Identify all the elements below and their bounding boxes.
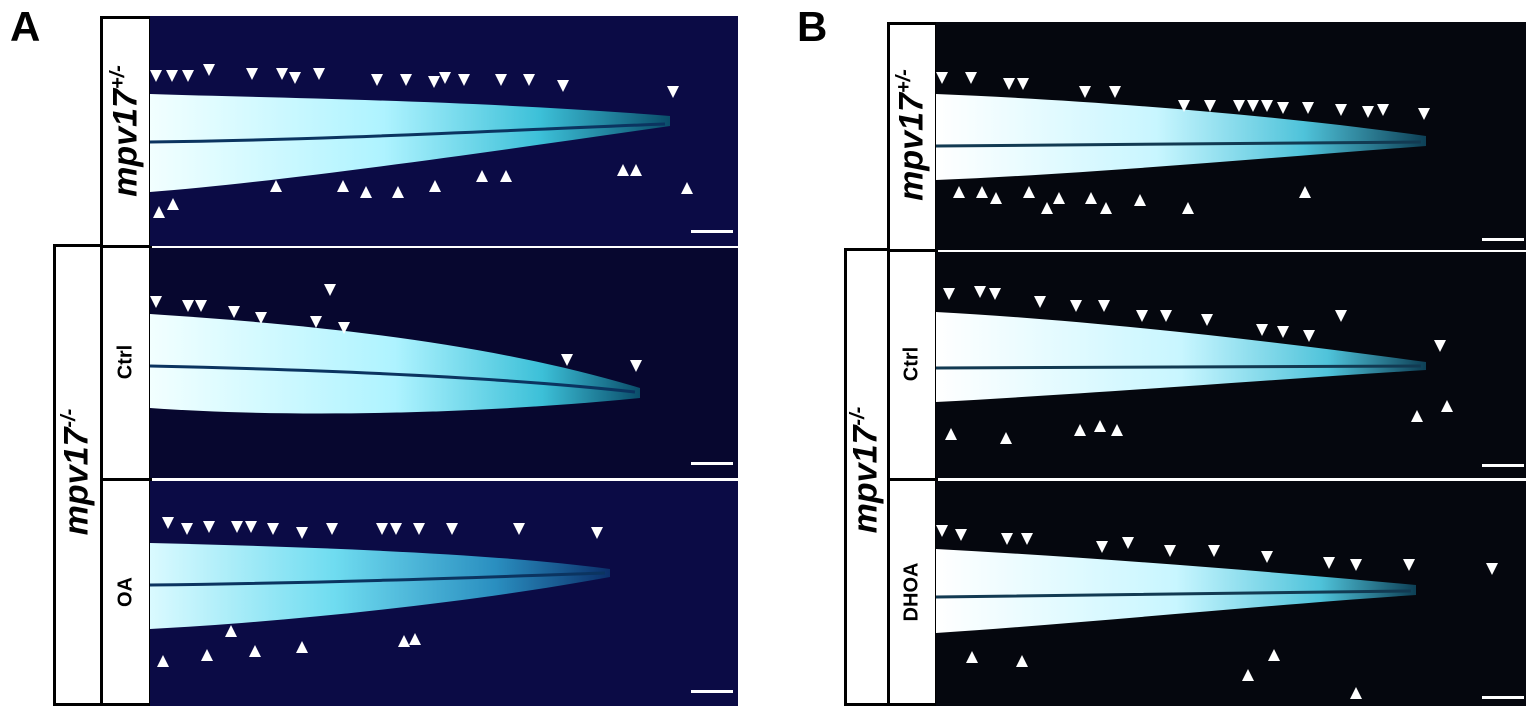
panel-a-row1-image — [150, 16, 738, 246]
panel-b-row1-image — [936, 22, 1526, 250]
panel-letter-a: A — [10, 3, 41, 50]
panel-a-row2-scale-bar — [691, 462, 733, 465]
panel-b-row1-label: mpv17+/- — [893, 69, 932, 201]
panel-b-row3-scale-bar — [1482, 696, 1524, 699]
panel-a-outer-genotype-label: mpv17-/- — [58, 409, 97, 536]
panel-b-row3-tail — [936, 549, 1416, 633]
panel-b-outer-genotype-box — [844, 248, 890, 706]
panel-a-row1-label-box — [100, 16, 152, 248]
panel-a-outer-genotype-sup: -/- — [58, 408, 81, 428]
panel-a-row2-tail — [150, 314, 640, 414]
panel-b-row1-label-sup: +/- — [893, 69, 916, 94]
panel-b-row2-label-box — [887, 249, 938, 481]
panel-b-row1-notochord — [936, 140, 1422, 148]
panel-b-row3-notochord — [936, 589, 1412, 599]
panel-a-row3-label: OA — [114, 577, 137, 607]
panel-b-row3-label: DHOA — [900, 562, 923, 622]
panel-a-outer-genotype-base: mpv17 — [57, 427, 96, 536]
panel-b-row2-arrowheads — [943, 286, 1453, 444]
panel-a-row1-tail — [150, 94, 670, 192]
panel-a-row1-label: mpv17+/- — [107, 65, 146, 197]
panel-b-outer-genotype-label: mpv17-/- — [847, 407, 886, 534]
panel-b-row2-image — [936, 252, 1526, 478]
panel-b-outer-genotype-base: mpv17 — [846, 425, 885, 534]
panel-a-row3-arrowheads — [157, 517, 603, 667]
panel-a-row2-image — [150, 248, 738, 478]
panel-b-row2-notochord — [936, 364, 1422, 370]
panel-a-row2-notochord — [150, 364, 636, 394]
panel-b-row2-scale-bar — [1482, 464, 1524, 467]
panel-b-outer-genotype-sup: -/- — [847, 406, 870, 426]
panel-a-row1-label-base: mpv17 — [106, 89, 145, 197]
panel-b-row3-image — [936, 481, 1526, 706]
panel-a-row1-arrowheads — [150, 64, 693, 218]
panel-a-row2-label: Ctrl — [114, 344, 137, 380]
panel-a-row3-scale-bar — [691, 690, 733, 693]
panel-a-row1-label-sup: +/- — [107, 65, 130, 90]
panel-b-row3-arrowheads — [936, 525, 1498, 699]
panel-a-row1-notochord — [150, 122, 666, 144]
panel-b-row1-scale-bar — [1482, 238, 1524, 241]
panel-a-row3-tail — [150, 543, 610, 629]
panel-b-row2-tail — [936, 312, 1426, 402]
panel-b-row1-arrowheads — [936, 72, 1430, 214]
panel-letter-b: B — [797, 3, 828, 50]
panel-a-row1-scale-bar — [691, 230, 733, 233]
panel-a-row3-notochord — [150, 571, 606, 587]
panel-b-row2-label: Ctrl — [900, 346, 923, 382]
panel-b-row3-label-box — [887, 478, 938, 706]
panel-a-row2-arrowheads — [150, 284, 642, 372]
panel-a-row3-image — [150, 481, 738, 706]
panel-b-row1-label-base: mpv17 — [892, 93, 931, 201]
panel-b-row1-tail — [936, 94, 1426, 180]
